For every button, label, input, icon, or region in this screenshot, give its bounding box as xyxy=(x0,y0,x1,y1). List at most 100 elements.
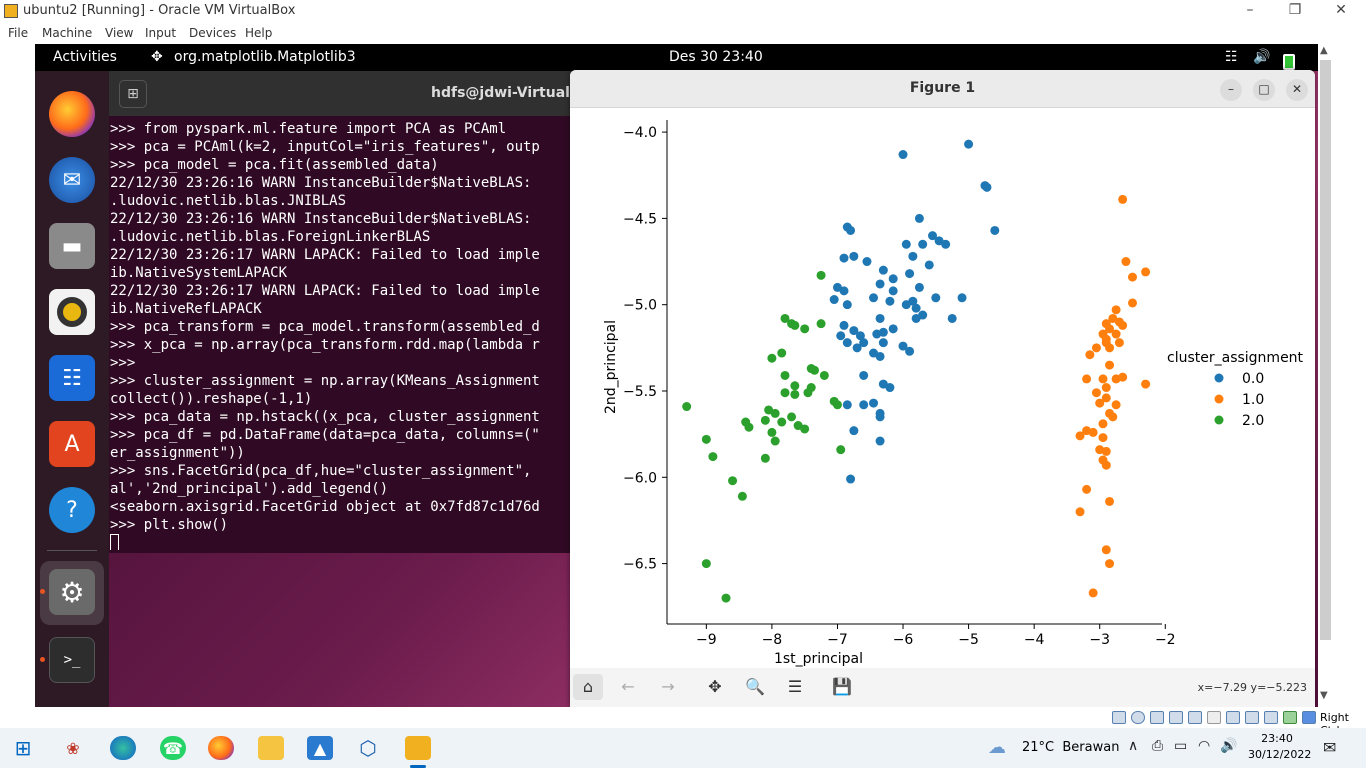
shared-folders-icon[interactable] xyxy=(1207,711,1221,724)
restore-button[interactable]: ❐ xyxy=(1288,2,1302,18)
data-point xyxy=(1075,507,1085,517)
data-point xyxy=(878,327,888,337)
optical-drive-icon[interactable] xyxy=(1131,711,1145,724)
volume-icon[interactable]: 🔊 xyxy=(1253,49,1271,65)
figure-window[interactable]: Figure 1 – □ ✕ −9 −8 −7 −6 −5 −4 −3 −2 −4.0 −4.5… xyxy=(570,70,1315,707)
terminal-line: ib.NativeSystemLAPACK xyxy=(110,265,288,281)
terminal-output[interactable]: >>> from pyspark.ml.feature import PCA a… xyxy=(109,120,579,550)
taskbar-clock[interactable]: 23:40 30/12/2022 xyxy=(1248,731,1312,763)
close-button[interactable]: ✕ xyxy=(1335,2,1347,18)
configure-icon[interactable]: ☰ xyxy=(787,677,803,696)
scroll-down-icon[interactable]: ▼ xyxy=(1320,690,1328,701)
start-icon[interactable]: ⊞ xyxy=(14,736,32,760)
audio-icon[interactable] xyxy=(1150,711,1164,724)
x-tick-label: −8 xyxy=(762,632,783,648)
menu-view[interactable]: View xyxy=(105,26,134,40)
app-icon[interactable]: ❀ xyxy=(66,738,80,758)
weather-text[interactable]: 21°C Berawan xyxy=(1022,740,1120,755)
firefox-taskbar-icon[interactable] xyxy=(208,736,234,760)
keyboard-capture-icon[interactable] xyxy=(1302,711,1316,724)
new-tab-button[interactable]: ⊞ xyxy=(119,80,147,108)
menu-file[interactable]: File xyxy=(8,26,29,40)
terminal-window[interactable]: ⊞ hdfs@jdwi-VirtualBox >>> from pyspark.… xyxy=(109,71,599,553)
guest-display[interactable]: Activities ✥ org.matplotlib.Matplotlib3 … xyxy=(35,44,1318,707)
scatter-plot[interactable]: −9 −8 −7 −6 −5 −4 −3 −2 −4.0 −4.5 −5.0 −5.5 −6.0 −6.… xyxy=(570,108,1315,668)
x-tick-label: −5 xyxy=(958,632,979,648)
app-menu[interactable]: org.matplotlib.Matplotlib3 xyxy=(174,49,356,65)
firefox-icon[interactable] xyxy=(49,91,95,137)
data-point xyxy=(836,331,846,341)
pan-icon[interactable]: ✥ xyxy=(708,677,722,696)
display-icon[interactable] xyxy=(1226,711,1240,724)
usb-icon[interactable] xyxy=(1188,711,1202,724)
edge-icon[interactable] xyxy=(110,736,136,760)
photos-icon[interactable]: ▲ xyxy=(307,736,333,760)
whatsapp-icon[interactable]: ☎ xyxy=(160,736,186,760)
writer-icon[interactable]: ☷ xyxy=(49,355,95,401)
language-icon[interactable]: ⎙ xyxy=(1152,738,1164,754)
data-point xyxy=(1101,446,1111,456)
data-point xyxy=(1082,374,1092,384)
data-point xyxy=(767,353,777,363)
thunderbird-icon[interactable]: ✉ xyxy=(49,157,95,203)
battery-status-icon[interactable]: ▭ xyxy=(1174,738,1188,754)
data-point xyxy=(875,279,885,289)
terminal-icon[interactable]: >_ xyxy=(49,637,95,683)
data-point xyxy=(957,293,967,303)
forward-icon[interactable]: → xyxy=(661,677,675,696)
data-point xyxy=(816,319,826,329)
vm-vertical-scrollbar[interactable]: ▲ ▼ xyxy=(1318,44,1332,707)
network-icon[interactable]: ☷ xyxy=(1225,49,1238,65)
terminal-line: >>> pca_transform = pca_model.transform(… xyxy=(110,319,540,335)
data-point xyxy=(787,412,797,422)
files-icon[interactable]: ▬ xyxy=(49,223,95,269)
menu-help[interactable]: Help xyxy=(245,26,273,40)
help-icon[interactable]: ? xyxy=(49,487,95,533)
menu-devices[interactable]: Devices xyxy=(189,26,237,40)
chevron-up-icon[interactable]: ∧ xyxy=(1128,738,1139,754)
weather-icon[interactable]: ☁ xyxy=(988,737,1006,758)
home-icon[interactable]: ⌂ xyxy=(573,674,603,700)
virtualbox-taskbar-icon[interactable]: ⬡ xyxy=(359,736,377,760)
back-icon[interactable]: ← xyxy=(621,677,635,696)
speaker-icon[interactable]: 🔊 xyxy=(1220,738,1238,754)
figure-maximize-button[interactable]: □ xyxy=(1253,79,1275,101)
data-point xyxy=(1091,388,1101,398)
running-indicator xyxy=(40,589,45,594)
vm-status-bar: Right Ctrl xyxy=(0,707,1366,737)
software-icon[interactable]: A xyxy=(49,421,95,467)
mouse-integration-icon[interactable] xyxy=(1283,711,1297,724)
menu-input[interactable]: Input xyxy=(145,26,177,40)
figure-close-button[interactable]: ✕ xyxy=(1286,79,1308,101)
x-axis-label: 1st_principal xyxy=(774,651,863,667)
data-point xyxy=(777,417,787,427)
settings-icon[interactable]: ⚙ xyxy=(49,569,95,615)
terminal-line: 22/12/30 23:26:17 WARN LAPACK: Failed to… xyxy=(110,283,540,299)
zoom-icon[interactable]: 🔍 xyxy=(745,677,765,696)
cpu-icon[interactable] xyxy=(1264,711,1278,724)
data-point xyxy=(846,474,856,484)
minimize-button[interactable]: – xyxy=(1246,2,1254,18)
network-adapter-icon[interactable] xyxy=(1169,711,1183,724)
terminal-line: >>> pca_data = np.hstack((x_pca, cluster… xyxy=(110,409,540,425)
recording-icon[interactable] xyxy=(1245,711,1259,724)
menu-machine[interactable]: Machine xyxy=(42,26,93,40)
rhythmbox-icon[interactable] xyxy=(49,289,95,335)
save-icon[interactable]: 💾 xyxy=(832,677,852,696)
notifications-icon[interactable]: ✉ xyxy=(1323,738,1337,757)
data-point xyxy=(888,274,898,284)
scroll-up-icon[interactable]: ▲ xyxy=(1320,45,1328,56)
figure-minimize-button[interactable]: – xyxy=(1220,79,1242,101)
hard-disk-icon[interactable] xyxy=(1112,711,1126,724)
wifi-icon[interactable]: ◠ xyxy=(1198,738,1211,754)
data-point xyxy=(1088,427,1098,437)
x-tick-label: −3 xyxy=(1089,632,1110,648)
vm-window-taskbar-icon[interactable] xyxy=(405,736,431,760)
activities-button[interactable]: Activities xyxy=(53,49,117,65)
data-point xyxy=(947,313,957,323)
taskbar-date: 30/12/2022 xyxy=(1248,748,1312,761)
vm-menubar: File Machine View Input Devices Help xyxy=(0,23,1366,44)
file-explorer-icon[interactable] xyxy=(258,736,284,760)
scrollbar-thumb[interactable] xyxy=(1320,60,1331,640)
clock[interactable]: Des 30 23:40 xyxy=(669,49,763,65)
